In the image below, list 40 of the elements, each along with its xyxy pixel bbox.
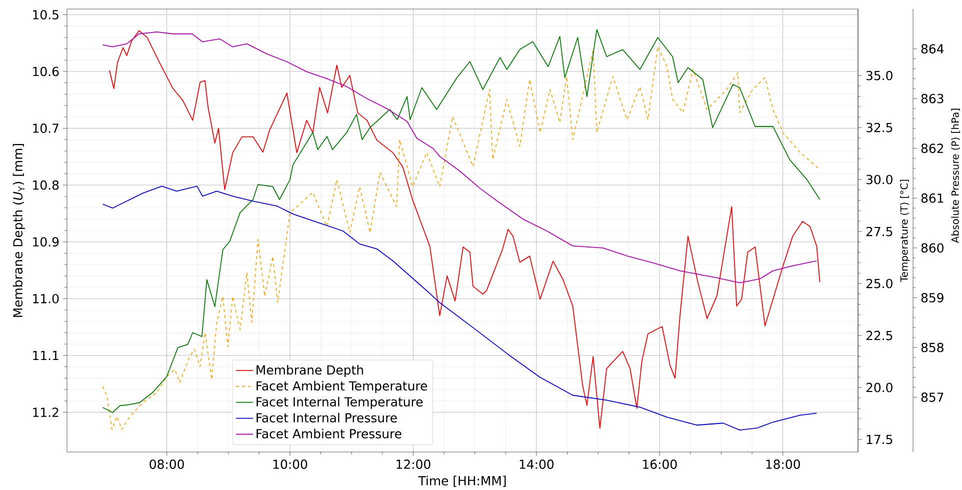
y-tick-label: 10.5: [33, 10, 58, 20]
y2-tick-label: 25.0: [866, 278, 892, 288]
legend-label: Membrane Depth: [256, 364, 363, 378]
y-tick-label: 10.7: [33, 124, 58, 133]
legend-label: Facet Ambient Pressure: [256, 428, 402, 438]
x-tick-label: 08:00: [150, 460, 184, 469]
y2-tick-label: 27.5: [866, 226, 892, 236]
x-tick-label: 18:00: [766, 460, 800, 469]
y3-axis-title: Absolute Pressure (P) [hPa]: [951, 108, 960, 243]
y-tick-label: 10.8: [33, 180, 59, 190]
y2-tick-label: 30.0: [866, 174, 892, 184]
legend-label: Facet Internal Temperature: [256, 396, 423, 409]
y-tick-label: 11.2: [33, 408, 58, 417]
y-tick-label: 10.6: [33, 66, 59, 76]
line-series: [102, 31, 818, 284]
y3-tick-label: 862: [921, 144, 944, 154]
y2-tick-label: 20.0: [866, 382, 892, 392]
x-tick-label: 10:00: [273, 460, 308, 469]
y3-tick-label: 858: [921, 342, 944, 352]
x-axis-title: Time [HH:MM]: [418, 476, 506, 487]
y2-axis-title: Temperature (T) [°C]: [900, 180, 910, 282]
y-axis-title: Membrane Depth (U$_{Y}$) [mm]: [12, 144, 25, 317]
y3-tick-label: 864: [921, 44, 944, 54]
y2-tick-label: 35.0: [866, 70, 892, 80]
y-tick-label: 11.1: [33, 350, 58, 360]
x-tick-label: 14:00: [520, 460, 554, 469]
y3-tick-label: 861: [921, 193, 944, 203]
y2-tick-label: 22.5: [866, 330, 892, 340]
y-tick-label: 11.0: [33, 294, 59, 304]
x-tick-label: 12:00: [396, 460, 430, 469]
y3-tick-label: 860: [921, 243, 944, 253]
y-tick-label: 10.9: [33, 237, 59, 247]
y3-tick-label: 859: [921, 292, 944, 302]
y2-tick-label: 32.5: [866, 122, 892, 132]
y3-tick-label: 863: [921, 94, 944, 104]
legend-label: Facet Ambient Temperature: [256, 380, 428, 393]
y3-tick-label: 857: [921, 392, 944, 402]
x-tick-label: 16:00: [643, 460, 677, 469]
y2-tick-label: 17.5: [866, 434, 892, 444]
legend-label: Facet Internal Pressure: [256, 412, 397, 422]
